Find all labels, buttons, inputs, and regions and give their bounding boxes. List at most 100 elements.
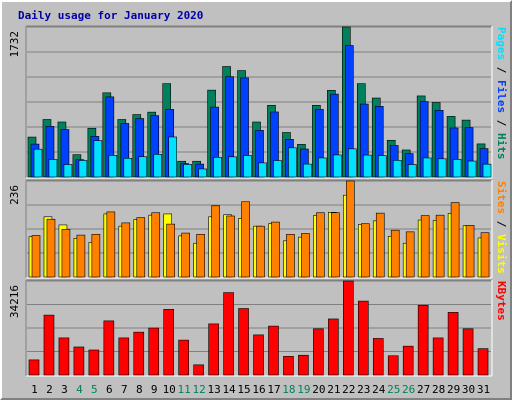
- panel-hits-files-pages: 1732 Pages / Files / Hits: [8, 25, 508, 179]
- pages-bar: [258, 162, 267, 178]
- kbytes-bar: [238, 308, 249, 376]
- kbytes-bar: [58, 337, 70, 376]
- legend-item: Sites: [495, 181, 508, 214]
- sites-bar: [181, 232, 190, 278]
- pages-bar: [392, 160, 402, 178]
- sites-bar: [301, 233, 310, 278]
- legend-item: /: [495, 60, 508, 80]
- day-label: 2: [46, 383, 53, 396]
- pages-bar: [452, 159, 462, 178]
- sites-bar: [256, 225, 265, 278]
- sites-bar: [31, 235, 41, 278]
- day-label: 11: [178, 383, 191, 396]
- panel-max-label: 236: [8, 185, 21, 205]
- sites-bar: [46, 218, 56, 278]
- pages-bar: [467, 160, 477, 178]
- pages-bar: [288, 147, 297, 178]
- sites-bar: [450, 202, 460, 278]
- sites-bar: [346, 180, 355, 278]
- panel-visits-sites: 236 Sites / Visits: [8, 179, 508, 279]
- kbytes-bar: [372, 338, 384, 376]
- pages-bar: [48, 159, 58, 178]
- day-label: 29: [447, 383, 460, 396]
- day-label: 28: [432, 383, 445, 396]
- day-label: 25: [387, 383, 400, 396]
- kbytes-bar: [328, 318, 339, 376]
- day-label: 18: [282, 383, 295, 396]
- kbytes-bar: [103, 320, 115, 376]
- legend-item: Pages: [495, 27, 508, 60]
- day-label: 31: [477, 383, 490, 396]
- pages-bar: [168, 136, 178, 178]
- pages-bar: [422, 157, 432, 178]
- day-label: 8: [136, 383, 143, 396]
- pages-bar: [93, 140, 103, 178]
- panel-kbytes: 34216 KBytes: [8, 279, 508, 377]
- sites-bar: [375, 212, 385, 278]
- sites-bar: [166, 223, 176, 278]
- pages-bar: [437, 158, 447, 178]
- chart-panels: 1732 Pages / Files / Hits 236 Sites / Visit…: [8, 25, 508, 377]
- pages-bar: [243, 155, 252, 178]
- kbytes-bar: [432, 337, 444, 376]
- pages-bar: [213, 157, 222, 178]
- pages-bar: [362, 154, 372, 178]
- sites-bar: [271, 221, 280, 278]
- pages-bar: [138, 156, 148, 178]
- pages-bar: [123, 157, 133, 178]
- pages-bar: [348, 148, 357, 178]
- sites-bar: [76, 234, 86, 278]
- day-axis: 1 2 3 4 5 6 7 8 9 10 11 12 13 14 15 16 17 18 19 20 21 22 23 24 2…: [31, 383, 490, 396]
- sites-bar: [151, 212, 161, 278]
- sites-bar: [91, 233, 101, 278]
- kbytes-bar: [118, 337, 130, 376]
- kbytes-bar: [387, 355, 399, 376]
- legend-item: KBytes: [495, 281, 508, 321]
- legend-item: /: [495, 113, 508, 133]
- kbytes-bar: [43, 314, 55, 376]
- kbytes-bar: [253, 334, 264, 376]
- day-label: 26: [402, 383, 415, 396]
- legend-item: Visits: [495, 234, 508, 274]
- day-label: 13: [207, 383, 220, 396]
- kbytes-bar: [268, 325, 279, 376]
- sites-bar: [241, 201, 250, 278]
- day-label: 19: [297, 383, 310, 396]
- sites-bar: [61, 229, 71, 278]
- sites-bar: [106, 211, 116, 278]
- day-label: 10: [163, 383, 176, 396]
- kbytes-bar: [462, 328, 474, 376]
- pages-bar: [108, 155, 118, 178]
- day-label: 23: [357, 383, 370, 396]
- kbytes-bar: [357, 300, 369, 376]
- sites-bar: [286, 233, 295, 278]
- panel-legend: KBytes: [495, 281, 508, 321]
- pages-bar: [153, 154, 163, 178]
- pages-bar: [303, 163, 312, 178]
- sites-bar: [211, 205, 220, 278]
- day-label: 15: [237, 383, 250, 396]
- day-label: 3: [61, 383, 68, 396]
- panel-max-label: 34216: [8, 285, 21, 318]
- sites-bar: [121, 222, 131, 278]
- sites-bar: [226, 215, 235, 278]
- pages-bar: [228, 156, 237, 178]
- kbytes-bar: [477, 348, 489, 376]
- kbytes-bar: [343, 280, 354, 376]
- day-label: 21: [327, 383, 340, 396]
- pages-bar: [333, 154, 342, 178]
- sites-bar: [465, 225, 475, 278]
- day-label: 6: [106, 383, 113, 396]
- sites-bar: [390, 229, 400, 278]
- day-label: 17: [267, 383, 280, 396]
- kbytes-bar: [73, 346, 85, 376]
- pages-bar: [318, 157, 327, 178]
- sites-bar: [480, 232, 490, 278]
- day-label: 5: [91, 383, 98, 396]
- kbytes-bar: [178, 339, 189, 376]
- kbytes-bar: [417, 304, 429, 376]
- day-label: 16: [252, 383, 265, 396]
- day-label: 27: [417, 383, 430, 396]
- sites-bar: [360, 223, 370, 278]
